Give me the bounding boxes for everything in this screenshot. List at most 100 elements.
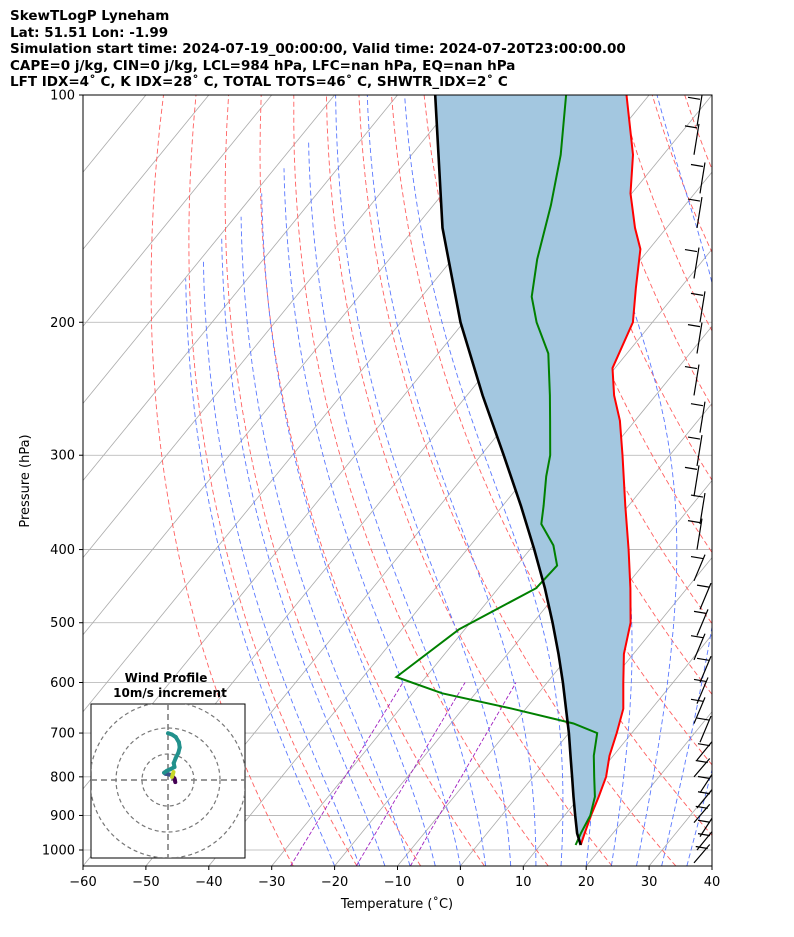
cape-cin-shading	[435, 95, 641, 845]
mixing-ratio-line	[355, 682, 466, 866]
x-axis-label: Temperature (˚C)	[340, 896, 453, 912]
isotherm-line	[334, 402, 712, 866]
y-tick-label: 500	[50, 616, 75, 631]
barb-flag	[697, 833, 711, 837]
barb-staff	[693, 633, 706, 661]
barb-flag	[695, 845, 708, 850]
barb-staff	[699, 656, 712, 683]
mixing-ratio-line	[410, 682, 517, 866]
dry-adiabat-line	[521, 95, 712, 554]
barb-flag	[687, 198, 701, 202]
dewpoint-line	[394, 95, 599, 846]
isotherm-line	[83, 95, 273, 327]
chart-title: SkewTLogP Lyneham	[10, 8, 170, 24]
moist-adiabat-line	[261, 193, 436, 866]
barb-staff	[693, 844, 711, 864]
isotherm-line	[83, 95, 524, 636]
barb-staff	[696, 741, 713, 761]
x-tick-label: −10	[384, 875, 411, 890]
wind-barb	[693, 758, 711, 778]
barb-flag	[690, 698, 704, 702]
axes: −60 −50 −40 −30 −20 −10 0 10 20 30 40 100 200 300 400 5…	[42, 89, 720, 891]
barb-staff	[699, 162, 706, 194]
barb-staff	[696, 322, 703, 354]
y-tick-label: 1000	[42, 844, 75, 859]
barb-staff	[696, 434, 703, 467]
wind-barb	[696, 582, 712, 610]
moist-adiabat-line	[283, 168, 461, 866]
y-tick-label: 700	[50, 727, 75, 742]
dry-adiabat-line	[224, 95, 422, 866]
barb-flag	[696, 657, 710, 661]
wind-barb	[693, 844, 711, 864]
barb-staff	[696, 831, 713, 851]
wind-barb	[684, 465, 700, 497]
moist-adiabat-line	[308, 140, 487, 866]
isotherm-line	[711, 865, 712, 866]
barb-flag	[687, 324, 701, 328]
isotherm-line	[585, 711, 712, 866]
barb-staff	[693, 364, 700, 396]
hodograph-subtitle: 10m/s increment	[113, 686, 227, 700]
x-tick-label: −40	[195, 875, 222, 890]
wind-barb	[690, 633, 706, 661]
dry-adiabat-line	[188, 95, 358, 866]
barb-staff	[699, 774, 713, 794]
temperature-line	[579, 95, 642, 846]
wind-barb	[693, 677, 709, 704]
x-tick-label: 10	[515, 875, 532, 890]
barb-staff	[699, 401, 706, 433]
barb-flag	[687, 520, 701, 524]
wind-barb	[687, 322, 703, 354]
mixing-ratio-line	[290, 682, 404, 866]
wind-barb	[690, 554, 706, 582]
wind-barb	[687, 95, 703, 127]
wind-barb	[690, 492, 706, 525]
wind-barb	[690, 697, 706, 724]
moist-adiabat-line	[656, 95, 712, 866]
station-coordinates: Lat: 51.51 Lon: -1.99	[10, 24, 169, 41]
hodograph-plot	[91, 704, 245, 858]
barb-flag	[684, 248, 698, 253]
x-tick-label: 40	[704, 875, 721, 890]
barb-flag	[697, 819, 711, 823]
isotherm-line	[460, 556, 712, 866]
y-tick-label: 800	[50, 770, 75, 785]
barb-staff	[693, 465, 700, 497]
y-tick-label: 300	[50, 449, 75, 464]
wind-barb	[697, 817, 713, 837]
barb-staff	[699, 582, 712, 610]
x-tick-label: −30	[258, 875, 285, 890]
y-tick-label: 600	[50, 676, 75, 691]
dry-adiabat-line	[325, 95, 613, 866]
barb-flag	[690, 635, 704, 639]
isotherm-line	[83, 95, 210, 250]
barb-flag	[690, 556, 704, 560]
moist-adiabat-line	[404, 95, 564, 866]
moist-adiabat-line	[571, 95, 678, 866]
isotherm-line	[648, 788, 712, 866]
dry-adiabat-line	[293, 95, 549, 866]
x-tick-label: 0	[456, 875, 464, 890]
dry-adiabat-line	[619, 95, 712, 332]
barb-flag	[697, 791, 711, 795]
wind-barb	[696, 789, 713, 809]
barb-flag	[690, 494, 704, 498]
wind-barb	[684, 364, 700, 396]
barb-staff	[693, 123, 700, 155]
isotherm-line	[145, 171, 712, 866]
y-tick-label: 900	[50, 809, 75, 824]
isotherm-line	[83, 95, 84, 96]
wind-barb	[690, 291, 706, 323]
moist-adiabat-line	[221, 238, 386, 866]
barb-flag	[697, 775, 711, 780]
barb-staff	[696, 518, 703, 550]
parcel-path-line	[433, 95, 582, 846]
isotherm-line	[397, 479, 712, 866]
stability-indices: LFT IDX=4˚ C, K IDX=28˚ C, TOTAL TOTS=46…	[10, 74, 508, 90]
barb-flag	[684, 466, 698, 470]
barb-staff	[699, 291, 706, 323]
wind-barb	[687, 434, 703, 467]
barb-flag	[687, 436, 701, 440]
